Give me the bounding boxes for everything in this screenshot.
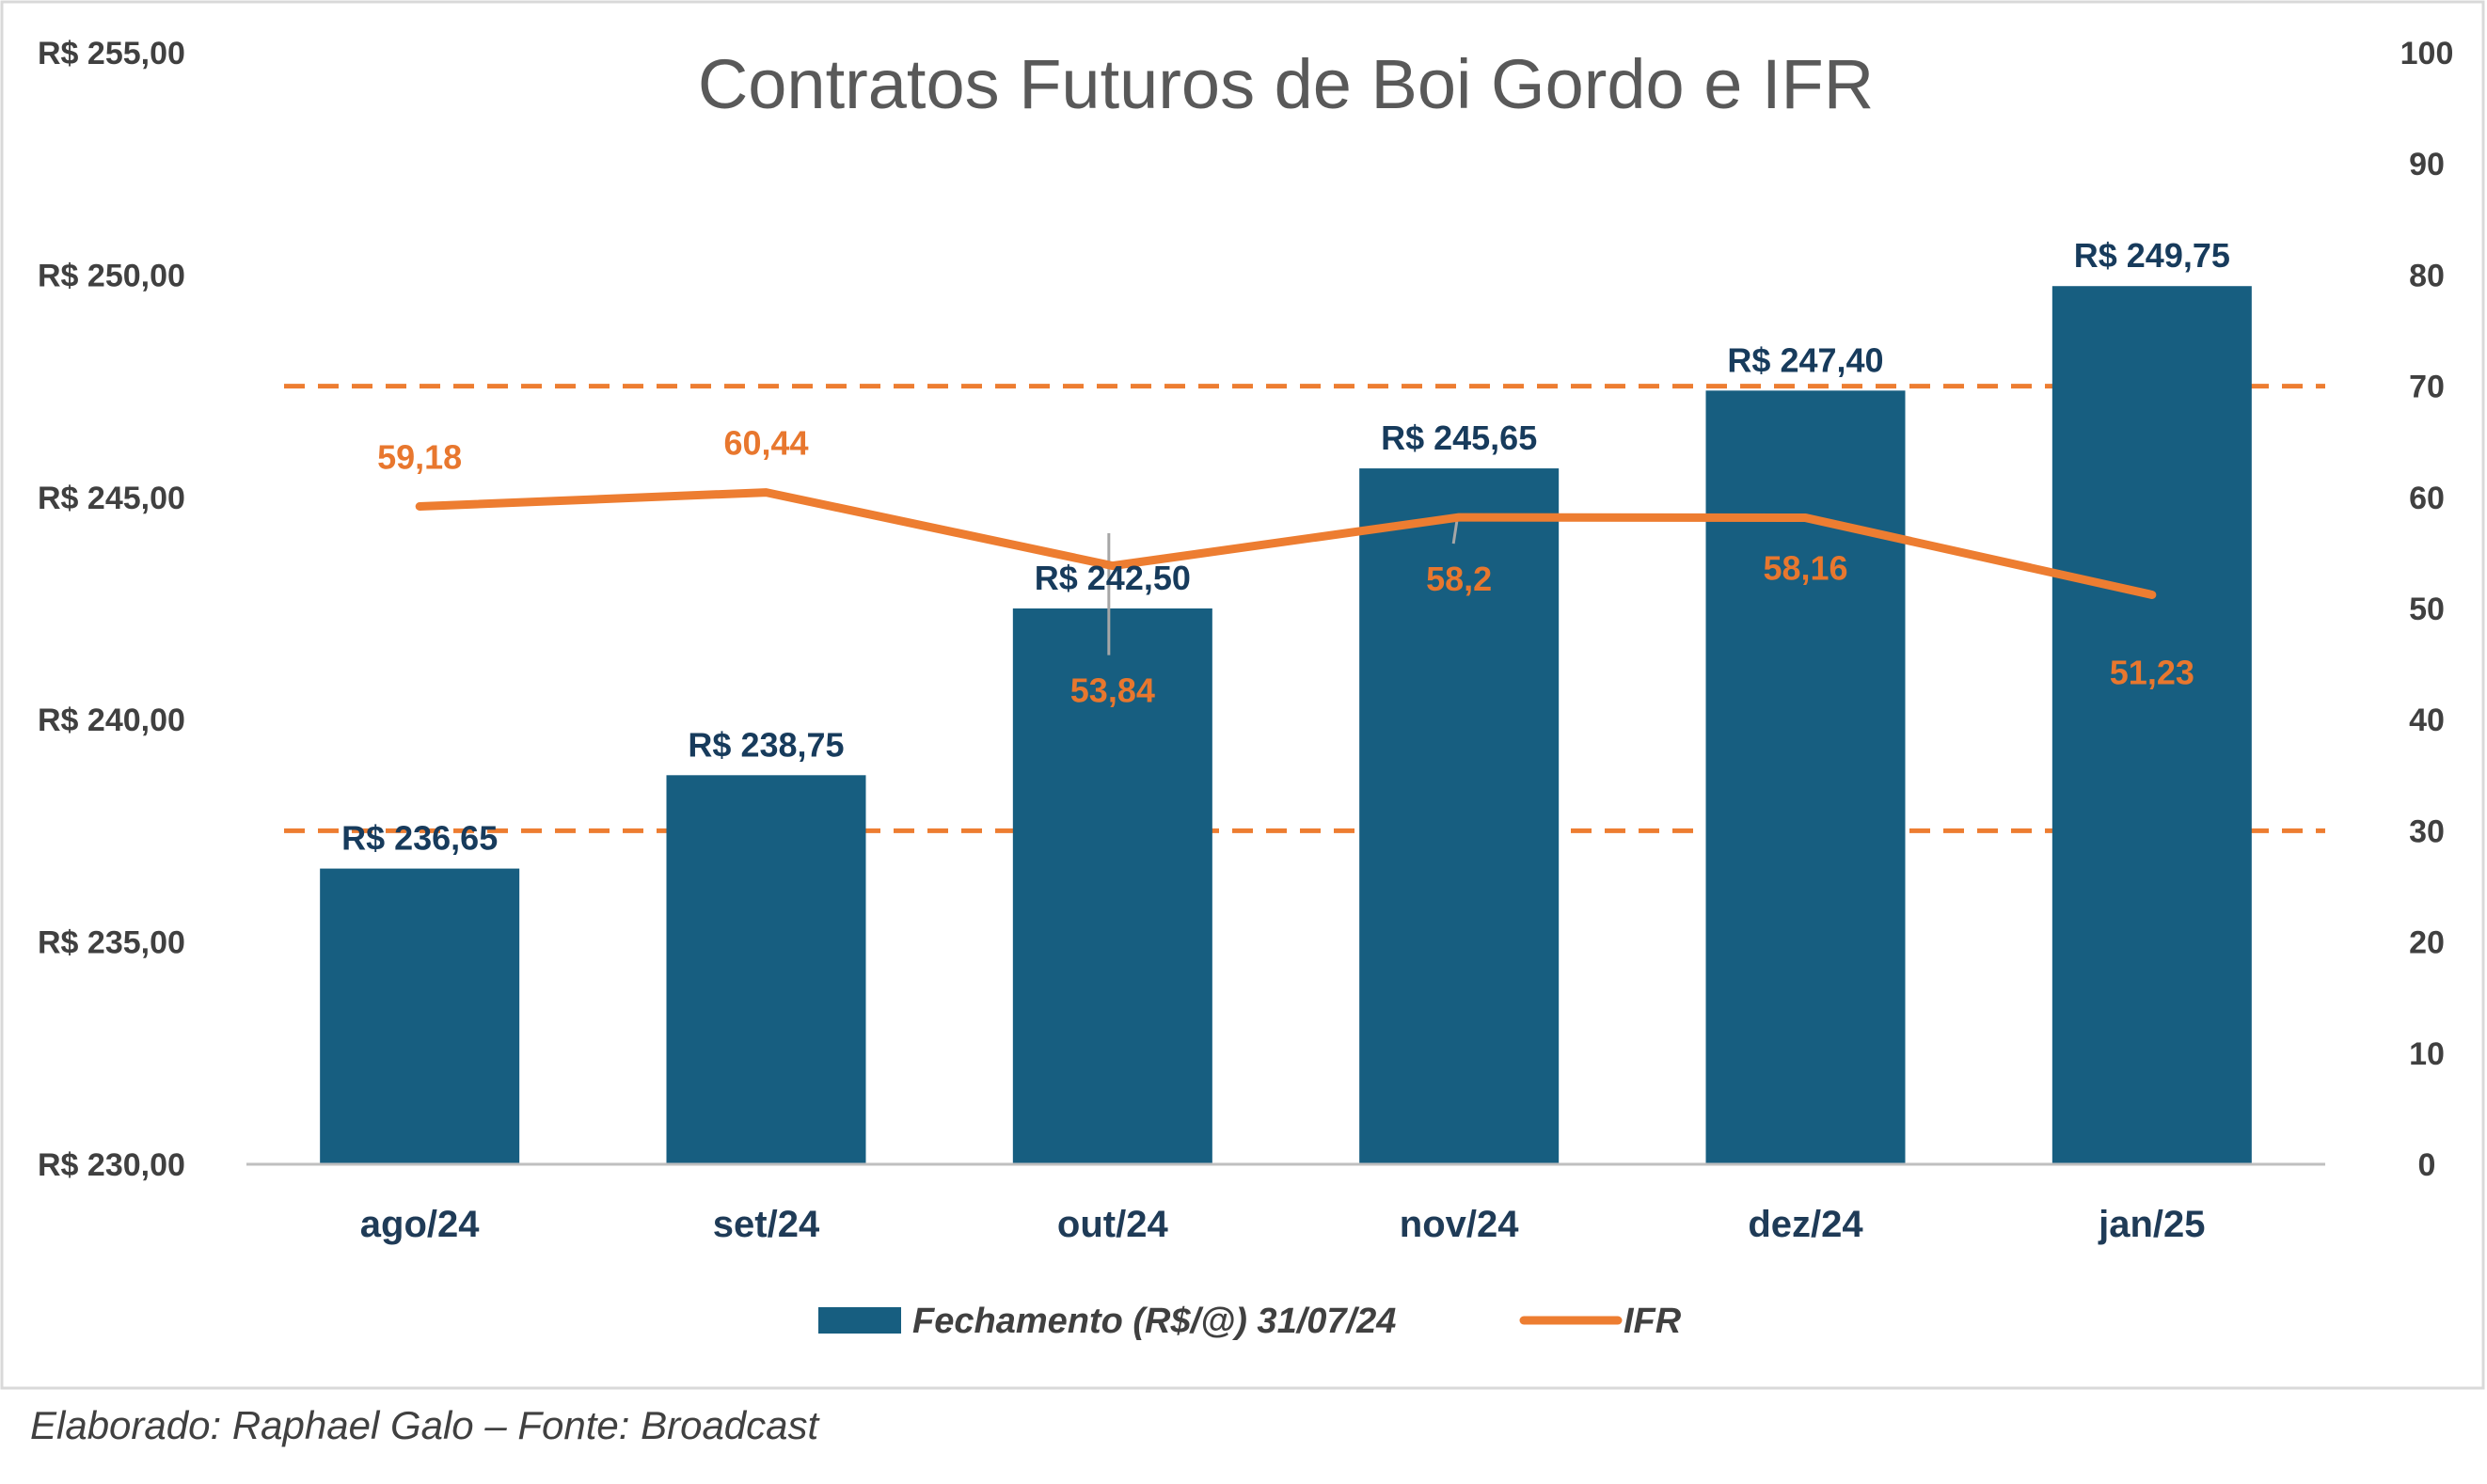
left-tick-label: R$ 255,00: [38, 36, 185, 71]
bar-out-24: [1012, 608, 1212, 1164]
left-tick-label: R$ 230,00: [38, 1147, 185, 1183]
line-data-label: 60,44: [723, 424, 808, 463]
right-tick-label: 30: [2409, 813, 2445, 849]
category-labels: ago/24 set/24 out/24 nov/24 dez/24 jan/25: [360, 1204, 2206, 1245]
line-data-label: 51,23: [2110, 653, 2194, 691]
legend-bar-swatch: [818, 1307, 901, 1334]
line-data-labels: 59,18 60,44 53,84 58,2 58,16 51,23: [377, 424, 2194, 710]
category-label: ago/24: [360, 1204, 480, 1245]
category-label: jan/25: [2098, 1204, 2205, 1245]
reference-lines: [284, 384, 2325, 833]
bar-set-24: [666, 775, 866, 1164]
category-label: nov/24: [1400, 1204, 1519, 1245]
bar-data-labels: R$ 236,65 R$ 238,75 R$ 242,50 R$ 245,65 R$ 2…: [341, 236, 2230, 857]
right-tick-label: 40: [2409, 703, 2445, 738]
line-data-label: 59,18: [377, 437, 462, 476]
right-tick-label: 100: [2400, 36, 2454, 71]
bar-jan-25: [2051, 286, 2252, 1165]
right-tick-label: 20: [2409, 925, 2445, 961]
line-data-label: 58,16: [1763, 549, 1847, 588]
chart-title: Contratos Futuros de Boi Gordo e IFR: [698, 45, 1874, 123]
legend-bar-label: Fechamento (R$/@) 31/07/24: [912, 1302, 1396, 1341]
category-label: dez/24: [1748, 1204, 1863, 1245]
category-label: out/24: [1057, 1204, 1169, 1245]
bar-data-label: R$ 249,75: [2074, 236, 2230, 275]
legend: Fechamento (R$/@) 31/07/24 IFR: [818, 1302, 1682, 1341]
right-tick-label: 60: [2409, 481, 2445, 516]
ifr-line: [415, 488, 2157, 599]
right-tick-label: 80: [2409, 258, 2445, 293]
category-label: set/24: [713, 1204, 820, 1245]
right-tick-label: 0: [2418, 1147, 2436, 1183]
line-data-label: 58,2: [1426, 560, 1492, 598]
footer-source: Elaborado: Raphael Galo – Fonte: Broadca…: [30, 1403, 821, 1447]
bar-data-label: R$ 236,65: [341, 819, 498, 858]
bar-nov-24: [1359, 468, 1560, 1164]
leader-line-nov24: [1451, 518, 1459, 545]
bar-data-label: R$ 242,50: [1035, 559, 1191, 597]
line-data-label: 53,84: [1070, 671, 1155, 710]
right-tick-label: 70: [2409, 370, 2445, 405]
bar-data-label: R$ 245,65: [1381, 418, 1537, 457]
bar-dez-24: [1705, 390, 1906, 1164]
ifr-line-series: [415, 488, 2157, 599]
right-tick-label: 90: [2409, 147, 2445, 182]
left-tick-label: R$ 250,00: [38, 258, 185, 293]
left-tick-label: R$ 235,00: [38, 925, 185, 961]
right-tick-label: 10: [2409, 1036, 2445, 1072]
right-axis-ticks: 0 10 20 30 40 50 60 70 80 90 100: [2400, 36, 2454, 1183]
left-tick-label: R$ 245,00: [38, 481, 185, 516]
left-axis-ticks: R$ 230,00 R$ 235,00 R$ 240,00 R$ 245,00 R$ 2…: [38, 36, 185, 1183]
legend-line-label: IFR: [1624, 1302, 1682, 1341]
right-tick-label: 50: [2409, 592, 2445, 627]
bar-data-label: R$ 238,75: [688, 725, 844, 764]
leader-lines: [1107, 518, 1459, 655]
left-tick-label: R$ 240,00: [38, 703, 185, 738]
bar-data-label: R$ 247,40: [1727, 340, 1883, 379]
bar-ago-24: [320, 868, 520, 1164]
